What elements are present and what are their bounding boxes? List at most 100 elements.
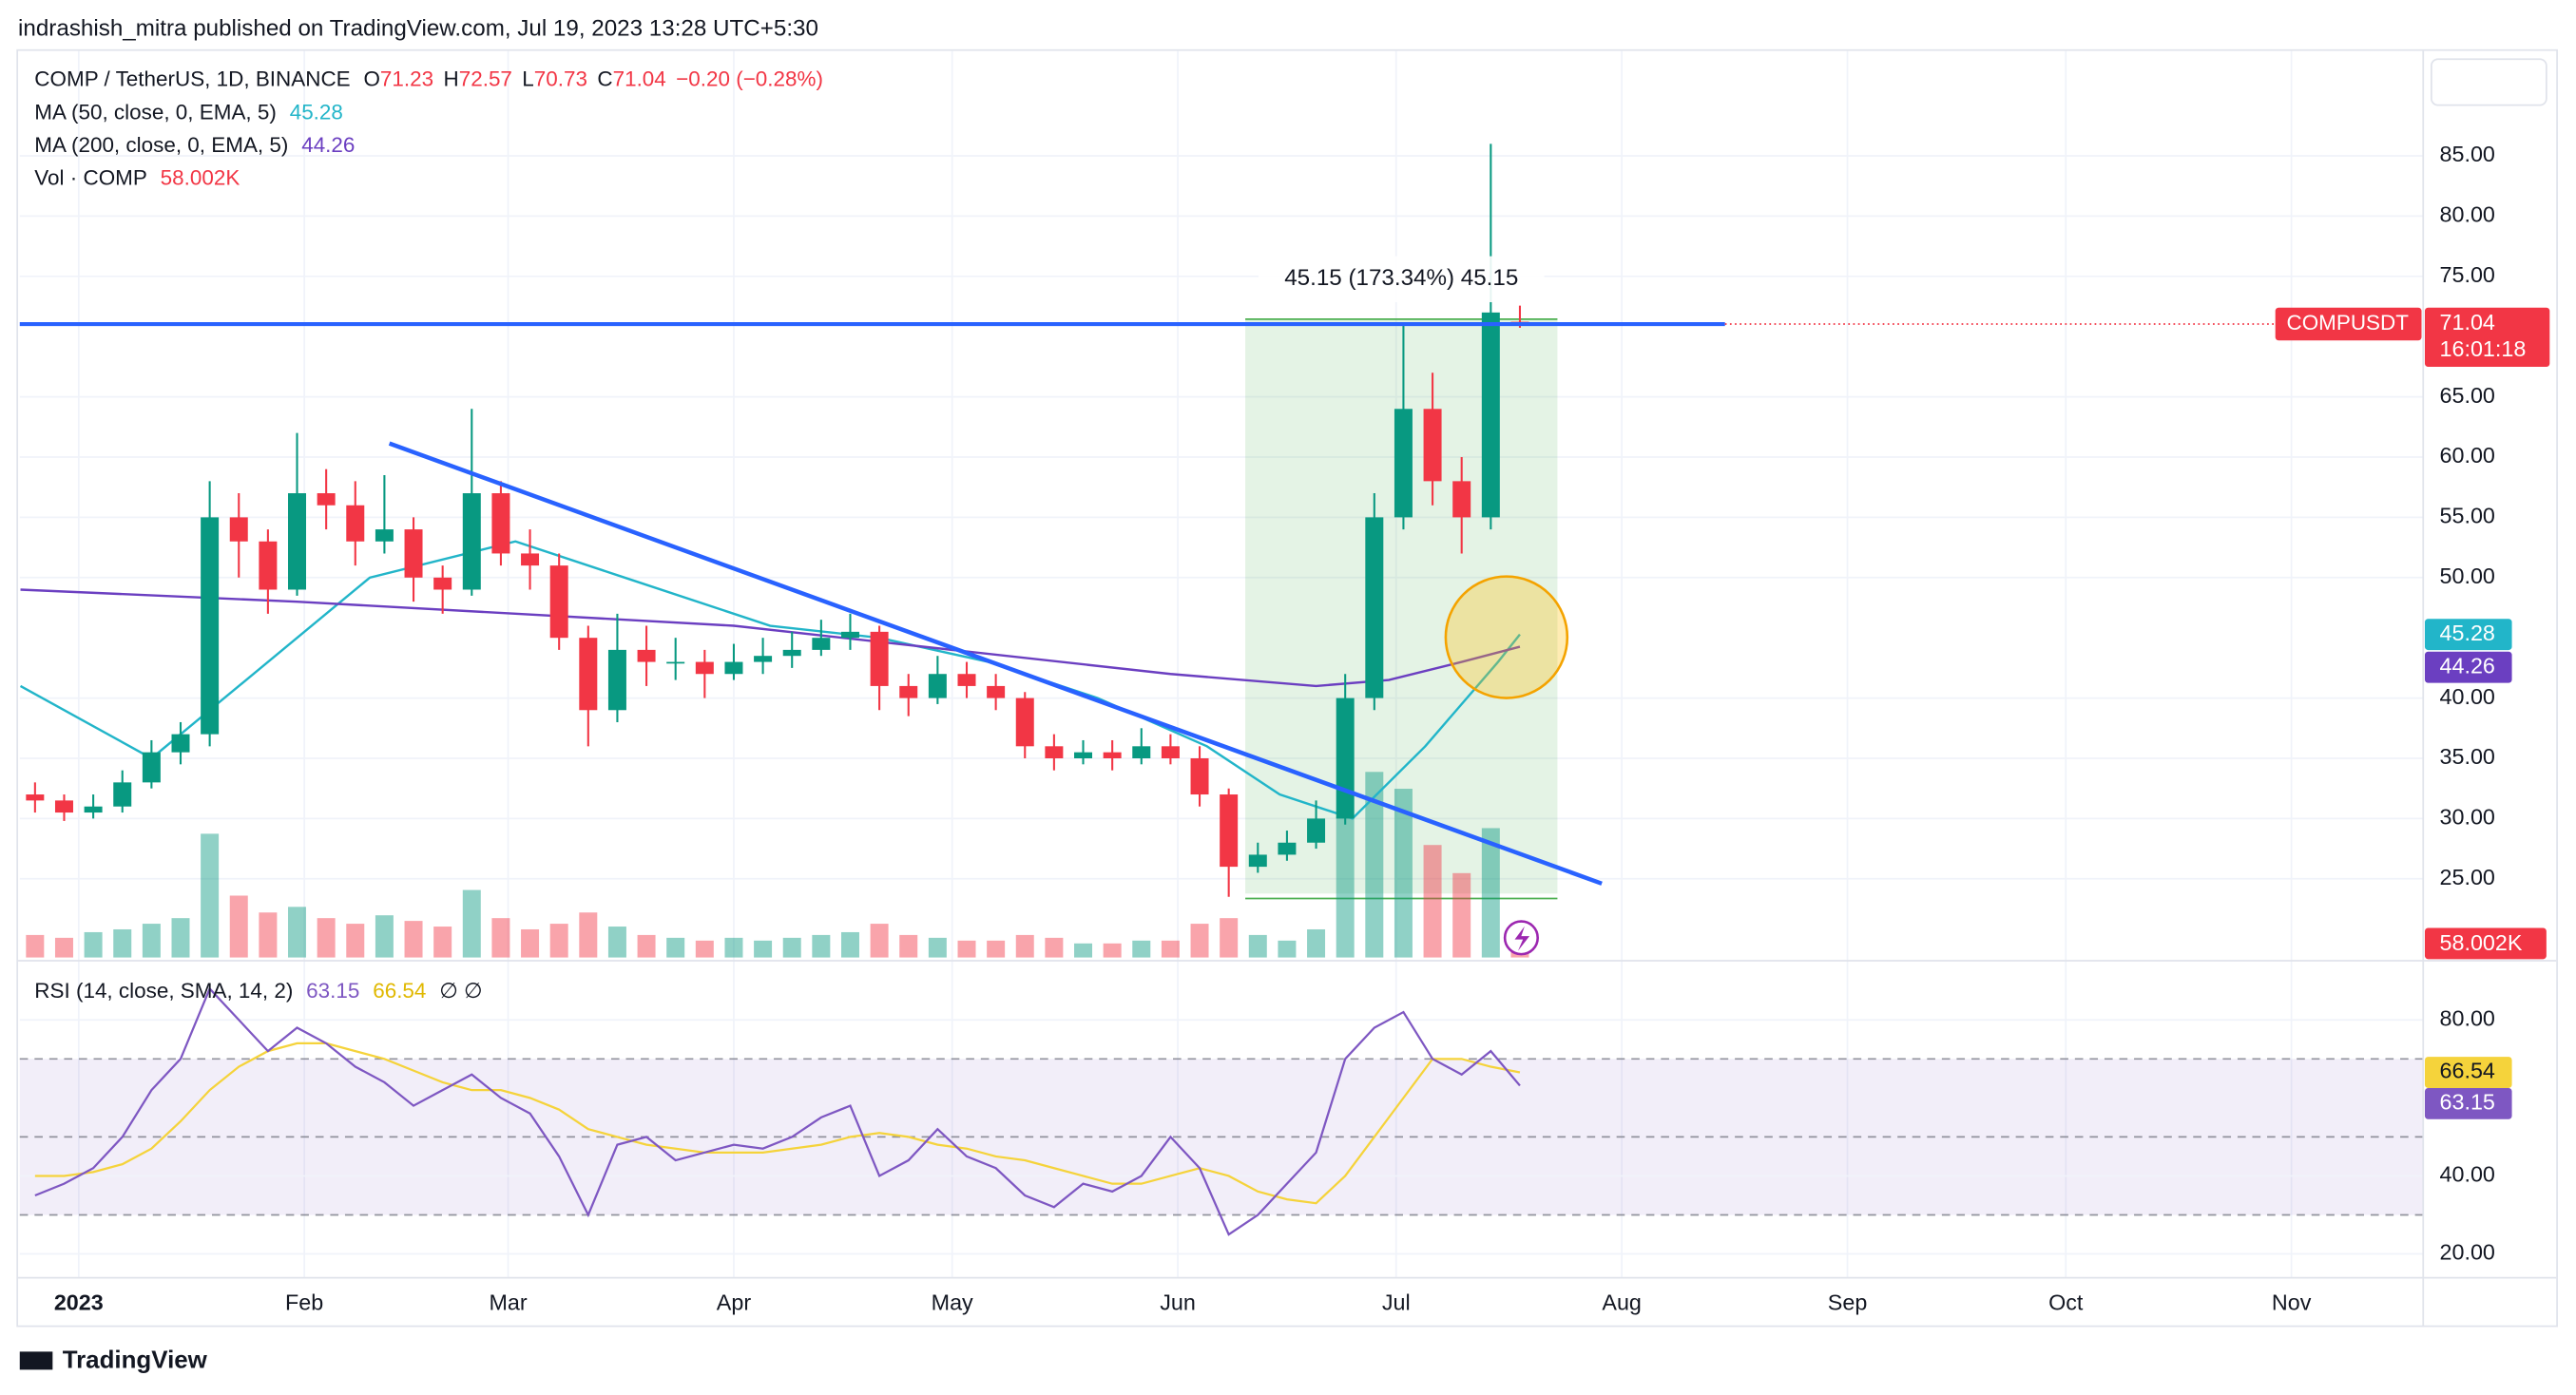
candle-body [1365,517,1384,698]
volume-bar [1336,816,1355,958]
x-tick-label: Aug [1602,1290,1642,1314]
h-value: 72.57 [459,67,512,91]
ma-tag-text: 44.26 [2440,653,2495,678]
vol-value: 58.002K [161,165,240,189]
x-tick-label: Feb [285,1290,323,1314]
y-tick-label: 20.00 [2440,1240,2495,1265]
volume-bar [1423,845,1442,958]
candle-body [491,493,510,554]
scale-button[interactable] [2431,58,2547,106]
ma-tag [2424,619,2512,651]
volume-bar [171,918,190,958]
y-tick-label: 35.00 [2440,744,2495,769]
credit: indrashish_mitra published on TradingVie… [18,15,818,41]
trendline [388,441,1603,886]
y-tick-label: 60.00 [2440,443,2495,468]
volume-bar [346,924,365,958]
candle-body [957,674,976,686]
volume-bar [607,927,626,958]
volume-bar [1190,924,1209,958]
ma50-name: MA (50, close, 0, EMA, 5) [34,100,277,124]
rsi-tag-text: 66.54 [2440,1059,2495,1083]
volume-bar [1220,918,1239,958]
rsi-extra: ∅ ∅ [439,979,482,1003]
c-value: 71.04 [613,67,666,91]
rsi-line [34,986,1521,1236]
volume-bar [1103,943,1122,958]
candle-body [607,649,626,711]
y-tick-label: 80.00 [2440,1005,2495,1030]
y-tick-label: 40.00 [2440,684,2495,709]
volume-bar [666,937,685,958]
legend-ma200: MA (200, close, 0, EMA, 5) 44.26 [34,133,355,157]
volume-bar [84,931,103,958]
y-tick-label: 25.00 [2440,865,2495,889]
candle-body [1074,752,1093,758]
price-tag [2424,307,2550,367]
underlay [19,50,2424,1278]
rsi-value: 63.15 [306,979,359,1003]
volume-bar [1394,789,1413,958]
volume-bar [957,940,976,958]
volume-bar [1161,940,1180,958]
candle-body [171,734,190,753]
candle-body [229,517,248,542]
candle-body [1278,842,1297,855]
o-value: 71.23 [380,67,433,91]
candle-body [1132,746,1151,758]
rsi-line [34,1041,1521,1205]
rsi-tag [2424,1057,2512,1088]
candle-body [259,541,278,590]
volume-bar [870,924,889,958]
candle-body [1220,794,1239,868]
plot [19,143,2424,1236]
countdown: 16:01:18 [2440,336,2527,361]
volume-bar [433,927,452,958]
x-tick-label: Oct [2048,1290,2084,1314]
ma200-value: 44.26 [301,133,355,157]
candle-body [812,638,831,650]
candle-body [1452,481,1471,518]
candle-body [1045,746,1064,758]
volume-bar [1307,928,1326,958]
volume-bar [812,934,831,958]
candle-body [1103,752,1122,758]
ma-tag [2424,651,2512,683]
symbol-tag-text: COMPUSDT [2286,311,2409,334]
x-tick-label: Jul [1382,1290,1411,1314]
volume-bar [317,918,336,958]
rsi-sma-value: 66.54 [373,979,426,1003]
c-label: C [597,67,612,91]
y-tick-label: 75.00 [2440,262,2495,287]
candle-body [1015,698,1034,747]
candle-body [1190,757,1209,795]
volume-bar [404,921,423,958]
ma200-name: MA (200, close, 0, EMA, 5) [34,133,288,157]
volume-bar [928,937,947,958]
volume-bar [1045,937,1064,958]
x-tick-label: 2023 [54,1290,104,1314]
y-tick-label: 40.00 [2440,1162,2495,1187]
x-tick-label: May [932,1290,973,1314]
candle-body [579,638,598,711]
candle-body [549,565,568,639]
volume-bar [1452,872,1471,958]
candle-body [899,685,918,698]
x-tick-label: Mar [489,1290,527,1314]
brand-logo [19,1351,53,1370]
volume-bar [1132,940,1151,958]
event-bolt [1514,926,1530,951]
candle-body [433,577,452,590]
candle-body [142,752,161,783]
volume-bar [462,889,481,958]
volume-bar [724,937,743,958]
volume-bar [1248,934,1267,958]
candle-body [201,517,220,735]
measure-label: 45.15 (173.34%) 45.15 [1284,265,1518,291]
measure-label-box [1258,256,1545,303]
volume-bar [54,937,73,958]
y-tick-label: 80.00 [2440,202,2495,227]
rsi-tag-text: 63.15 [2440,1090,2495,1115]
x-tick-label: Sep [1828,1290,1868,1314]
